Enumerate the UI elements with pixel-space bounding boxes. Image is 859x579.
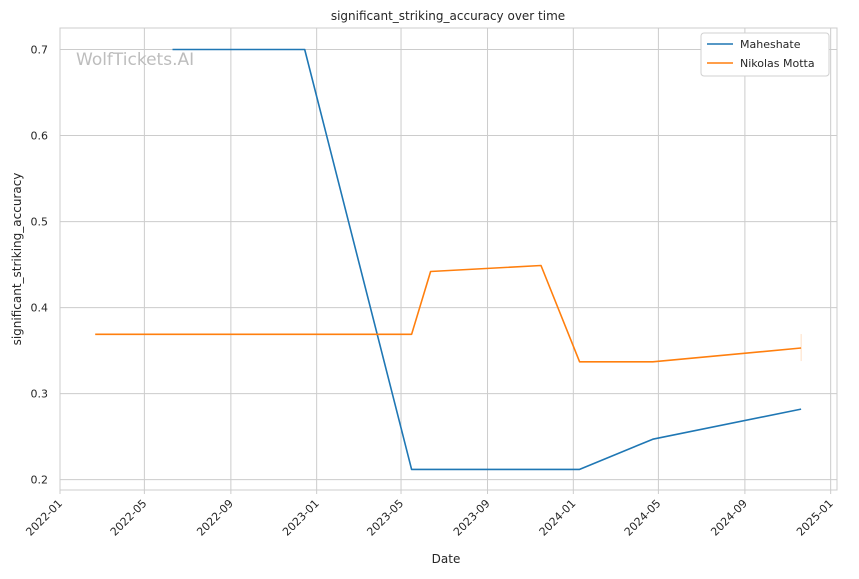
series-lines (95, 49, 801, 469)
x-tick-label: 2023-05 (364, 497, 406, 539)
watermark: WolfTickets.AI (76, 50, 194, 70)
y-tick-label: 0.7 (31, 44, 49, 57)
plot-frame (60, 28, 837, 490)
x-tick-label: 2022-09 (194, 497, 236, 539)
grid (60, 28, 837, 490)
x-tick-label: 2022-05 (108, 497, 150, 539)
legend-label-maheshate: Maheshate (740, 38, 801, 51)
y-tick-label: 0.2 (31, 474, 49, 487)
legend-label-nikolas-motta: Nikolas Motta (740, 57, 815, 70)
x-tick-label: 2024-09 (708, 497, 750, 539)
y-tick-label: 0.4 (31, 302, 49, 315)
y-tick-label: 0.6 (31, 130, 49, 143)
x-tick-label: 2023-09 (451, 497, 493, 539)
x-tick-label: 2023-01 (280, 497, 322, 539)
x-tick-label: 2022-01 (23, 497, 65, 539)
x-tick-label: 2024-01 (537, 497, 579, 539)
y-tick-label: 0.5 (31, 216, 49, 229)
y-axis-label: significant_striking_accuracy (10, 173, 24, 346)
series-line-nikolas-motta (95, 266, 801, 362)
legend: Maheshate Nikolas Motta (701, 33, 829, 76)
x-tick-label: 2024-05 (622, 497, 664, 539)
y-tick-label: 0.3 (31, 388, 49, 401)
ticks: 2022-01 2022-05 2022-09 2023-01 2023-05 2023-… (23, 44, 835, 539)
series-line-maheshate (173, 50, 802, 470)
chart-title: significant_striking_accuracy over time (331, 9, 565, 23)
x-axis-label: Date (432, 552, 461, 566)
x-tick-label: 2025-01 (794, 497, 836, 539)
